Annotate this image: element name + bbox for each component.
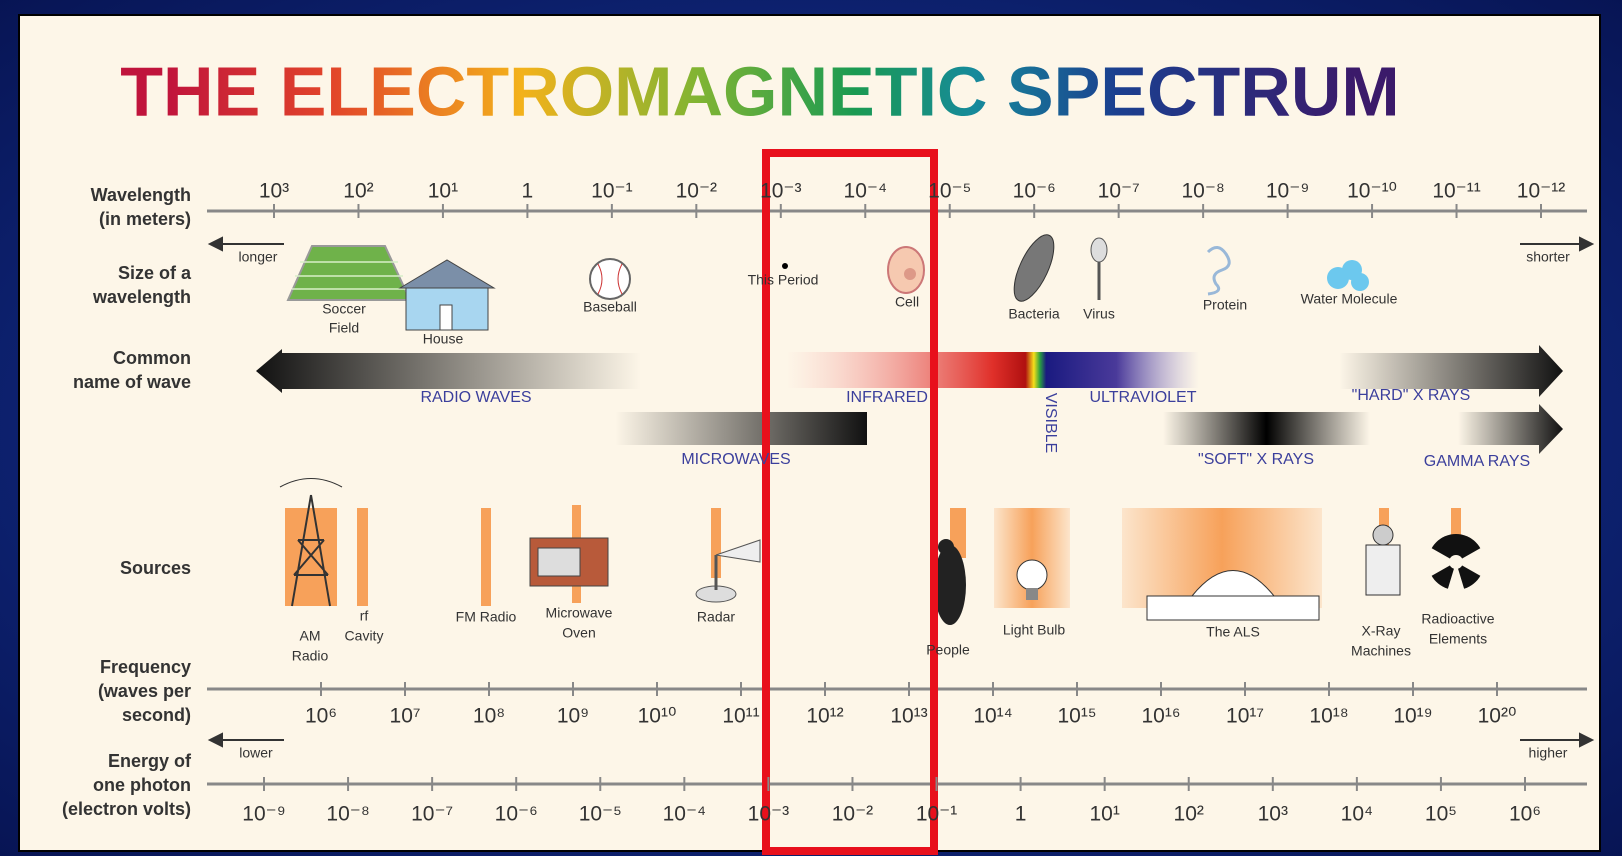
- source-label: Radioactive: [1421, 611, 1494, 627]
- row-label: Energy of: [108, 751, 192, 771]
- frequency-tick-label: 10¹³: [890, 705, 927, 728]
- row-label: one photon: [93, 775, 191, 795]
- row-label: Wavelength: [91, 185, 191, 205]
- size-label: Virus: [1083, 306, 1115, 322]
- source-label: People: [926, 642, 970, 658]
- frequency-tick-label: 10²⁰: [1478, 705, 1517, 728]
- arrow-label: lower: [239, 745, 273, 761]
- row-label: second): [122, 705, 191, 725]
- energy-tick-label: 10⁻⁶: [495, 803, 538, 826]
- row-label: Frequency: [100, 657, 191, 677]
- row-label: wavelength: [92, 287, 191, 307]
- frequency-tick-label: 10¹⁷: [1226, 705, 1264, 728]
- frequency-tick-label: 10⁷: [390, 705, 421, 728]
- energy-tick-label: 10⁻⁵: [579, 803, 622, 826]
- size-label: Water Molecule: [1301, 291, 1398, 307]
- energy-tick-label: 10²: [1174, 803, 1204, 826]
- wave-name: ULTRAVIOLET: [1090, 389, 1197, 406]
- energy-tick-label: 10⁶: [1509, 803, 1541, 826]
- energy-tick-label: 10⁻¹: [916, 803, 957, 826]
- title: THE ELECTROMAGNETIC SPECTRUM: [120, 52, 1399, 130]
- wave-name: VISIBLE: [1042, 393, 1059, 453]
- size-label: Baseball: [583, 299, 637, 315]
- arrow-label: higher: [1529, 745, 1568, 761]
- source-label: Light Bulb: [1003, 622, 1065, 638]
- size-label: This Period: [748, 272, 819, 288]
- row-label: (in meters): [99, 209, 191, 229]
- energy-tick-label: 10⁻²: [832, 803, 873, 826]
- source-label: Elements: [1429, 631, 1487, 647]
- wave-name: "HARD" X RAYS: [1352, 387, 1471, 404]
- row-label: Sources: [120, 558, 191, 578]
- source-label: rf: [360, 608, 369, 624]
- row-label: Common: [113, 348, 191, 368]
- wavelength-tick-label: 10³: [259, 180, 289, 203]
- size-label: Cell: [895, 294, 919, 310]
- energy-tick-label: 10⁻⁸: [326, 803, 369, 826]
- size-label: Protein: [1203, 297, 1247, 313]
- frequency-tick-label: 10¹⁹: [1393, 705, 1432, 728]
- arrow-label: longer: [239, 249, 278, 265]
- size-label: Soccer: [322, 301, 366, 317]
- frequency-tick-label: 10⁸: [473, 705, 505, 728]
- arrow-label: shorter: [1526, 249, 1570, 265]
- frequency-tick-label: 10¹⁰: [638, 705, 677, 728]
- row-label: (electron volts): [62, 799, 191, 819]
- wave-name: GAMMA RAYS: [1424, 453, 1530, 470]
- frequency-tick-label: 10¹²: [806, 705, 843, 728]
- frequency-tick-label: 10¹⁵: [1057, 705, 1096, 728]
- source-label: X-Ray: [1362, 623, 1401, 639]
- source-label: The ALS: [1206, 624, 1260, 640]
- wavelength-tick-label: 10⁻⁸: [1181, 180, 1224, 203]
- energy-tick-label: 10⁻⁴: [663, 803, 706, 826]
- row-label: (waves per: [98, 681, 191, 701]
- wavelength-tick-label: 10⁻¹: [591, 180, 632, 203]
- source-label: Oven: [562, 625, 595, 641]
- wavelength-tick-label: 10⁻²: [676, 180, 717, 203]
- wave-name: RADIO WAVES: [420, 389, 531, 406]
- wave-name: MICROWAVES: [681, 451, 790, 468]
- source-label: FM Radio: [456, 609, 517, 625]
- energy-tick-label: 10⁻⁹: [242, 803, 285, 826]
- energy-tick-label: 1: [1015, 803, 1027, 826]
- size-label: House: [423, 331, 464, 347]
- wavelength-tick-label: 10¹: [428, 180, 458, 203]
- size-label: Field: [329, 320, 359, 336]
- wavelength-tick-label: 10⁻⁹: [1266, 180, 1309, 203]
- source-label: AM: [300, 628, 321, 644]
- source-label: Radar: [697, 609, 735, 625]
- frequency-tick-label: 10¹⁴: [973, 705, 1012, 728]
- source-label: Microwave: [546, 605, 613, 621]
- wavelength-tick-label: 10⁻⁷: [1098, 180, 1140, 203]
- wave-name: "SOFT" X RAYS: [1198, 451, 1314, 468]
- wavelength-tick-label: 10⁻¹¹: [1432, 180, 1480, 203]
- energy-tick-label: 10⁻³: [748, 803, 789, 826]
- source-label: Cavity: [345, 628, 384, 644]
- frequency-tick-label: 10¹¹: [722, 705, 759, 728]
- row-label: Size of a: [118, 263, 192, 283]
- wavelength-tick-label: 10⁻⁶: [1013, 180, 1056, 203]
- energy-tick-label: 10⁻⁷: [411, 803, 453, 826]
- wavelength-tick-label: 10⁻¹²: [1517, 180, 1565, 203]
- source-label: Machines: [1351, 643, 1411, 659]
- frequency-tick-label: 10⁹: [557, 705, 589, 728]
- wavelength-tick-label: 1: [522, 180, 534, 203]
- wavelength-tick-label: 10⁻⁴: [844, 180, 887, 203]
- wavelength-tick-label: 10⁻³: [760, 180, 801, 203]
- energy-tick-label: 10¹: [1089, 803, 1119, 826]
- energy-tick-label: 10³: [1258, 803, 1288, 826]
- energy-tick-label: 10⁵: [1425, 803, 1457, 826]
- size-label: Bacteria: [1008, 306, 1060, 322]
- source-label: Radio: [292, 648, 329, 664]
- frequency-tick-label: 10¹⁸: [1309, 705, 1348, 728]
- energy-tick-label: 10⁴: [1341, 803, 1373, 826]
- frequency-tick-label: 10⁶: [305, 705, 337, 728]
- frequency-tick-label: 10¹⁶: [1142, 705, 1181, 728]
- wavelength-tick-label: 10⁻¹⁰: [1347, 180, 1397, 203]
- row-label: name of wave: [73, 372, 191, 392]
- wavelength-tick-label: 10⁻⁵: [928, 180, 971, 203]
- spectrum-diagram: THE ELECTROMAGNETIC SPECTRUM: [0, 0, 1622, 856]
- wavelength-tick-label: 10²: [343, 180, 373, 203]
- wave-name: INFRARED: [846, 389, 928, 406]
